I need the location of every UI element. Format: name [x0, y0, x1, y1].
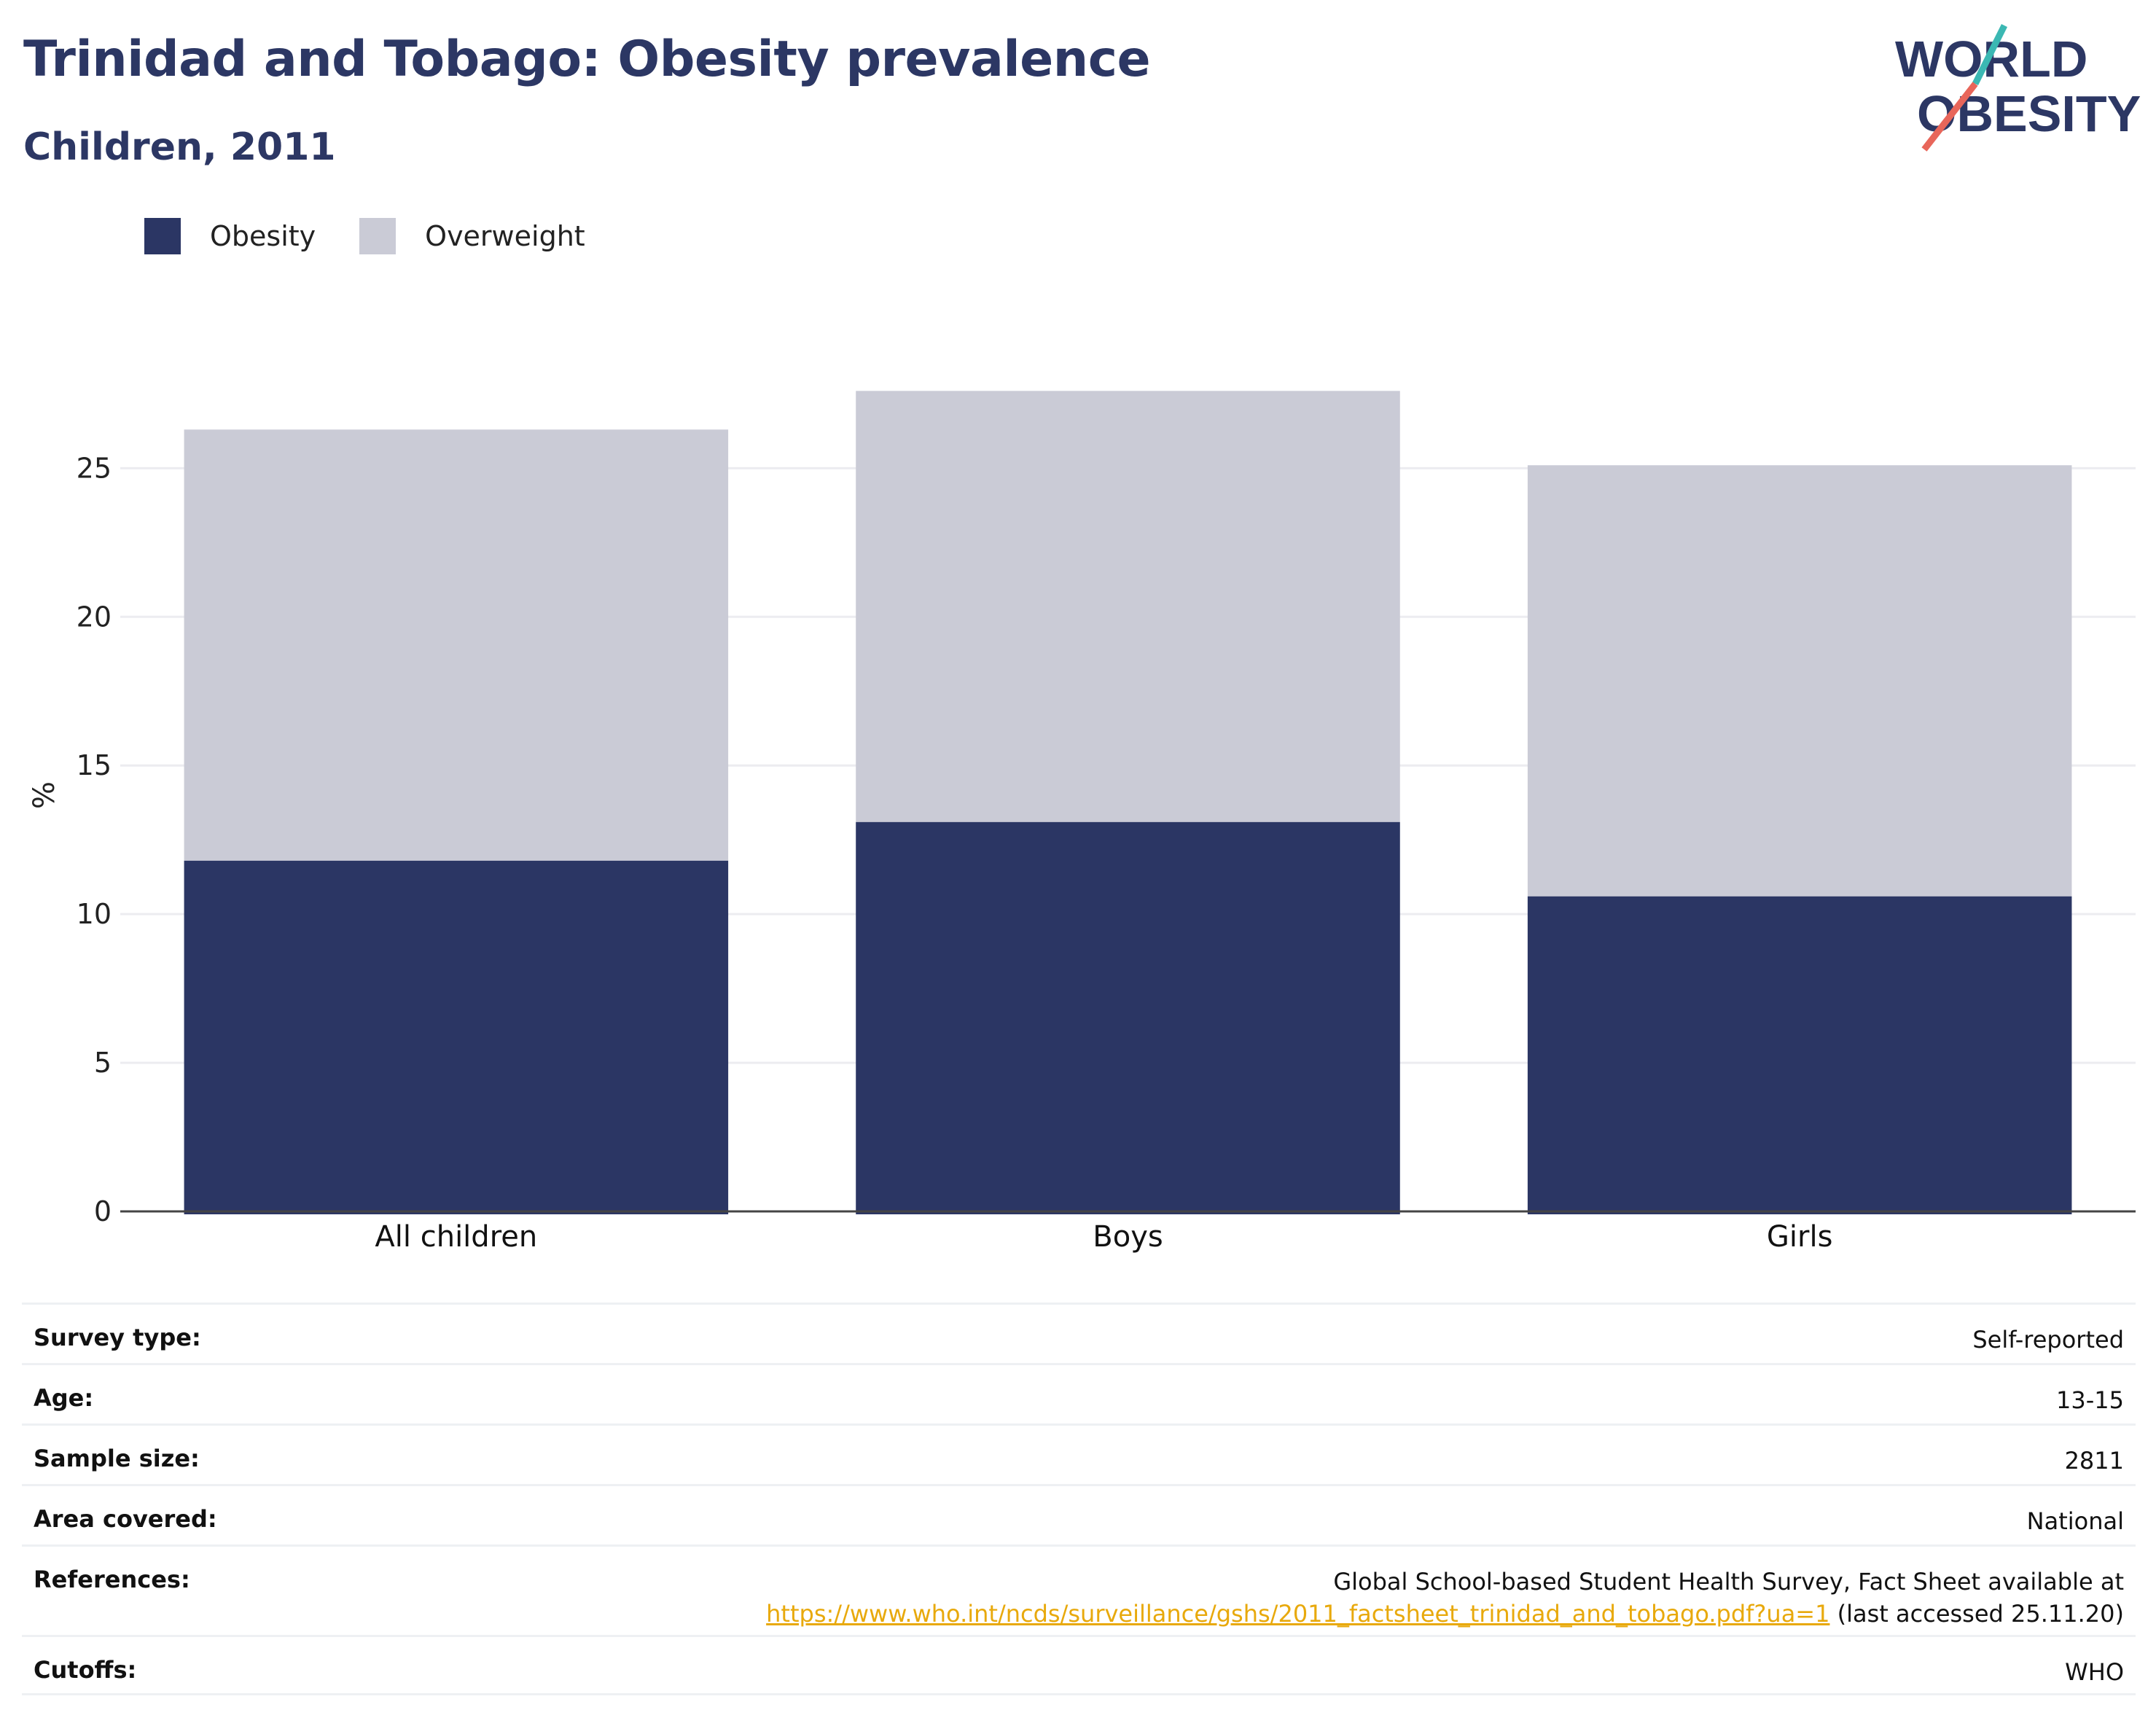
bar-obesity-all-children [184, 860, 729, 1214]
info-key: References: [34, 1566, 190, 1593]
y-tick-label: 10 [77, 898, 112, 930]
y-tick-label: 5 [94, 1047, 112, 1079]
reference-suffix: (last accessed 25.11.20) [1829, 1600, 2124, 1628]
world-obesity-logo: WORLD OBESITY [1895, 23, 2141, 152]
info-value: WHO [2065, 1658, 2124, 1686]
survey-info-table: Survey type: Self-reported Age: 13-15 Sa… [22, 1303, 2136, 1695]
info-key: Sample size: [34, 1445, 200, 1472]
x-category-label: Boys [1093, 1220, 1163, 1254]
info-value: Self-reported [1972, 1326, 2124, 1354]
chart-title: Trinidad and Tobago: Obesity prevalence [23, 31, 1151, 88]
logo-slash-bottom [1921, 82, 1978, 152]
bar-chart: 0 5 10 15 20 25 All children Boys Girls% [28, 391, 2136, 1254]
info-key: Age: [34, 1384, 94, 1412]
info-row-references: References: Global School-based Student … [22, 1544, 2136, 1635]
info-value: 13-15 [2056, 1386, 2124, 1414]
info-row-cutoffs: Cutoffs: WHO [22, 1635, 2136, 1695]
info-key: Cutoffs: [34, 1656, 137, 1684]
reference-text: Global School-based Student Health Surve… [1333, 1568, 2124, 1596]
info-value: National [2026, 1507, 2124, 1535]
bar-obesity-boys [856, 821, 1400, 1214]
legend-swatch-obesity [144, 218, 181, 254]
x-category-label: All children [375, 1220, 537, 1254]
y-tick-label: 0 [94, 1195, 112, 1227]
info-key: Survey type: [34, 1324, 201, 1351]
chart-subtitle: Children, 2011 [23, 125, 336, 169]
reference-link[interactable]: https://www.who.int/ncds/surveillance/gs… [766, 1600, 1830, 1628]
info-value: Global School-based Student Health Surve… [766, 1547, 2124, 1630]
info-value: 2811 [2064, 1447, 2124, 1475]
logo-line1: WORLD [1895, 31, 2087, 87]
info-row-survey-type: Survey type: Self-reported [22, 1303, 2136, 1363]
info-row-age: Age: 13-15 [22, 1363, 2136, 1423]
bar-overweight-boys [856, 391, 1400, 822]
legend-item-overweight: Overweight [359, 218, 585, 254]
y-tick-label: 25 [77, 452, 112, 484]
bar-overweight-girls [1527, 465, 2072, 897]
legend-swatch-overweight [359, 218, 397, 254]
legend-label-overweight: Overweight [425, 220, 585, 252]
y-tick-label: 20 [77, 601, 112, 633]
y-tick-label: 15 [77, 749, 112, 781]
y-axis-label: % [28, 781, 61, 809]
logo-slash-top [1972, 23, 2008, 86]
chart-legend: Obesity Overweight [144, 216, 629, 257]
info-row-sample-size: Sample size: 2811 [22, 1423, 2136, 1484]
x-category-label: Girls [1767, 1220, 1833, 1254]
legend-item-obesity: Obesity [144, 218, 316, 254]
info-row-area-covered: Area covered: National [22, 1484, 2136, 1544]
legend-label-obesity: Obesity [210, 220, 316, 252]
info-key: Area covered: [34, 1505, 217, 1533]
bar-overweight-all-children [184, 429, 729, 861]
bar-obesity-girls [1527, 896, 2072, 1214]
